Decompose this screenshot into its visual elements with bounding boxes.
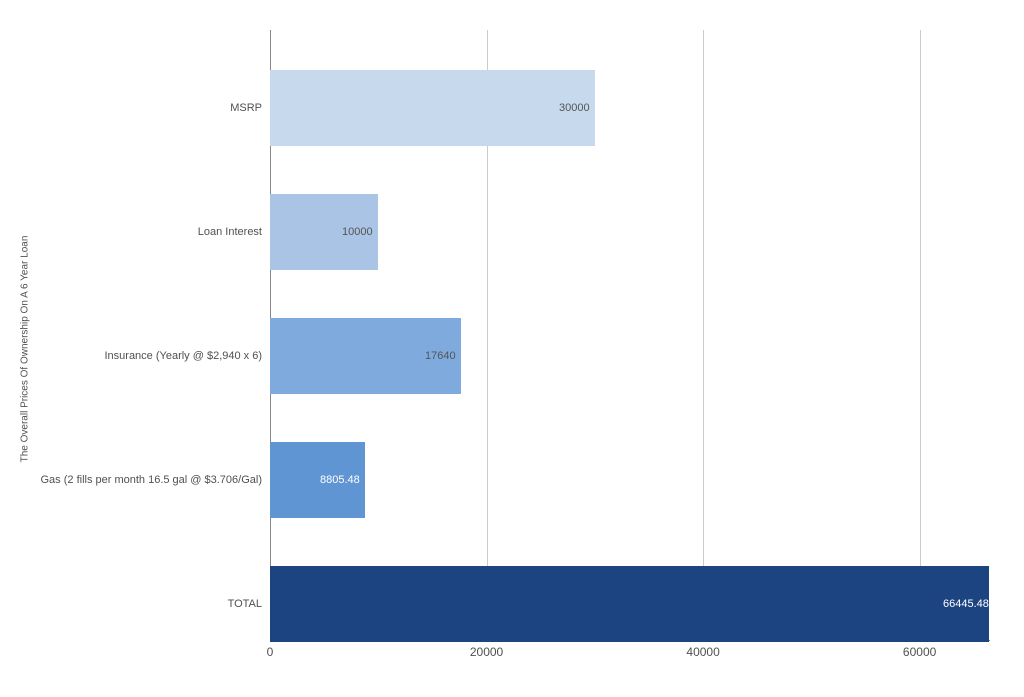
x-tick-label: 0	[267, 645, 274, 659]
bar-value-label: 17640	[425, 350, 456, 362]
bar-row: 8805.48	[270, 442, 990, 518]
bar-value-label: 66445.48	[943, 598, 989, 610]
bar-msrp	[270, 70, 595, 146]
category-label: TOTAL	[228, 598, 262, 610]
bar-value-label: 8805.48	[320, 474, 360, 486]
bar-row: 17640	[270, 318, 990, 394]
x-tick-label: 60000	[903, 645, 936, 659]
category-label: Gas (2 fills per month 16.5 gal @ $3.706…	[41, 474, 263, 486]
chart-container: The Overall Prices Of Ownership On A 6 Y…	[0, 0, 1024, 697]
bar-value-label: 10000	[342, 226, 373, 238]
x-tick-label: 20000	[470, 645, 503, 659]
bar-row: 30000	[270, 70, 990, 146]
category-label: Insurance (Yearly @ $2,940 x 6)	[104, 350, 262, 362]
plot-area: 0 20000 40000 60000 30000 10000 17640 88…	[270, 30, 990, 640]
bar-row: 10000	[270, 194, 990, 270]
bar-total	[270, 566, 989, 642]
category-label: Loan Interest	[198, 226, 262, 238]
x-tick-label: 40000	[686, 645, 719, 659]
bar-value-label: 30000	[559, 102, 590, 114]
y-axis-title: The Overall Prices Of Ownership On A 6 Y…	[20, 235, 31, 462]
category-label: MSRP	[230, 102, 262, 114]
bar-row: 66445.48	[270, 566, 990, 642]
